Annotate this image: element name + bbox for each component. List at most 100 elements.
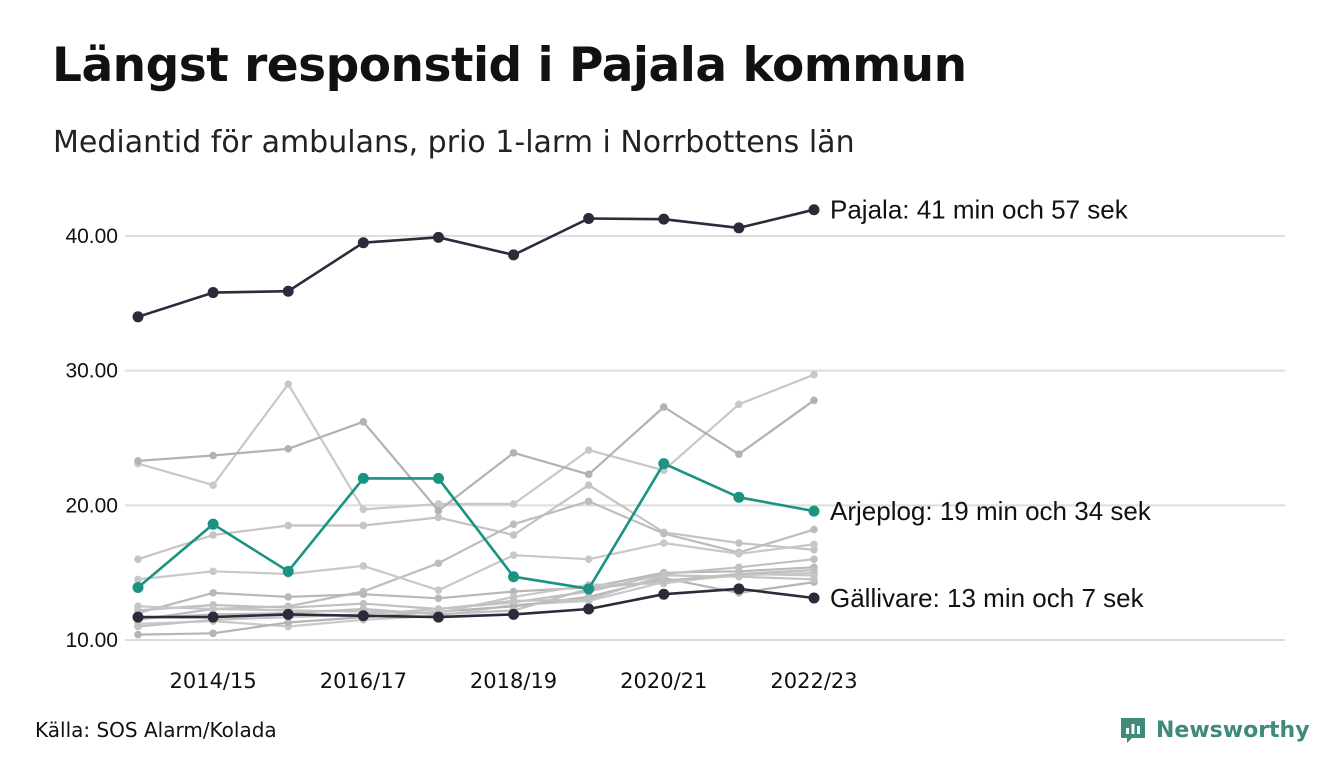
data-point: [509, 531, 518, 539]
series-line: [137, 566, 815, 615]
data-point: [207, 518, 219, 530]
series-end-label: Gällivare: 13 min och 7 sek: [830, 583, 1145, 613]
data-point: [810, 525, 818, 534]
data-point: [209, 605, 217, 613]
data-point: [808, 592, 820, 604]
data-point: [659, 403, 668, 411]
series-background: [134, 571, 818, 631]
data-point: [509, 449, 518, 457]
chart-subtitle: Mediantid för ambulans, prio 1-larm i No…: [53, 125, 855, 160]
series-line: [137, 558, 815, 612]
series-background: [134, 370, 818, 514]
x-tick-label: 2022/23: [770, 669, 857, 693]
data-point: [509, 520, 518, 528]
data-point: [810, 370, 818, 379]
data-point: [659, 571, 668, 580]
series-line: [137, 568, 815, 620]
newsworthy-logo-icon: [1121, 718, 1145, 743]
data-point: [659, 529, 668, 538]
data-point: [434, 594, 443, 603]
data-point: [134, 630, 142, 639]
data-point: [134, 575, 142, 584]
data-point: [584, 446, 593, 454]
data-point: [508, 249, 520, 261]
data-point: [735, 550, 743, 558]
data-point: [810, 566, 818, 574]
data-point: [134, 602, 142, 611]
x-tick-label: 2020/21: [620, 669, 707, 693]
series-line: [137, 574, 815, 628]
y-tick-label: 30.00: [65, 360, 118, 383]
data-point: [434, 506, 443, 515]
series-highlight: [132, 458, 820, 595]
data-point: [584, 595, 593, 604]
y-axis-ticks: 10.00 20.00 30.00 40.00: [65, 225, 118, 652]
data-point: [735, 450, 743, 458]
series-background: [134, 568, 818, 631]
series-line: [137, 484, 815, 561]
data-point: [584, 481, 593, 489]
data-point: [808, 505, 820, 517]
data-point: [583, 603, 595, 615]
data-point: [359, 418, 368, 426]
data-point: [735, 400, 743, 409]
data-point: [357, 610, 369, 622]
y-tick-label: 20.00: [65, 494, 118, 517]
series-background: [134, 539, 818, 594]
data-point: [432, 611, 444, 623]
end-labels: Pajala: 41 min och 57 sek Arjeplog: 19 mi…: [830, 195, 1152, 613]
data-point: [434, 559, 443, 568]
x-axis-ticks: 2014/15 2016/17 2018/19 2020/21 2022/23: [169, 669, 857, 693]
data-point: [134, 555, 142, 563]
data-point: [735, 563, 743, 572]
data-point: [434, 586, 443, 594]
data-point: [810, 555, 818, 563]
data-point: [584, 470, 593, 479]
data-point: [583, 212, 595, 224]
chart-title: Längst responstid i Pajala kommun: [52, 38, 967, 93]
source-note: Källa: SOS Alarm/Kolada: [35, 718, 277, 742]
data-point: [359, 521, 368, 530]
series-line: [138, 587, 815, 619]
data-point: [432, 231, 444, 243]
series-highlight: [132, 583, 820, 623]
series-line: [137, 541, 815, 592]
data-point: [284, 380, 293, 388]
brand-name: Newsworthy: [1156, 717, 1310, 743]
data-point: [209, 589, 217, 597]
data-point: [509, 597, 518, 605]
series-line: [137, 373, 815, 511]
data-point: [583, 583, 595, 595]
data-point: [810, 575, 818, 584]
series-line: [137, 399, 815, 512]
data-point: [209, 567, 217, 576]
data-point: [508, 571, 520, 583]
data-point: [733, 222, 745, 234]
data-point: [284, 521, 293, 530]
data-point: [359, 590, 368, 599]
data-point: [733, 491, 745, 503]
data-point: [658, 458, 670, 470]
data-point: [434, 500, 443, 508]
data-point: [659, 539, 668, 547]
data-point: [357, 472, 369, 484]
data-point: [207, 611, 219, 623]
data-point: [209, 531, 217, 539]
data-point: [209, 451, 217, 460]
data-point: [808, 204, 820, 216]
data-point: [810, 540, 818, 549]
data-point: [134, 457, 142, 465]
highlight-series: [132, 204, 820, 623]
data-point: [207, 287, 219, 299]
data-point: [508, 608, 520, 620]
gridlines: [125, 235, 1285, 641]
data-point: [509, 587, 518, 596]
series-background: [134, 396, 818, 515]
data-point: [359, 505, 368, 514]
series-end-label: Pajala: 41 min och 57 sek: [830, 195, 1129, 225]
brand-logo[interactable]: Newsworthy: [1118, 712, 1310, 748]
data-point: [282, 608, 294, 620]
data-point: [359, 599, 368, 608]
series-line: [137, 462, 815, 591]
